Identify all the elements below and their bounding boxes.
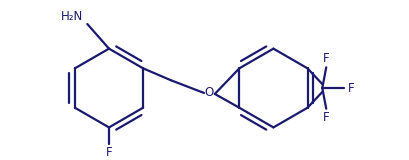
Text: F: F xyxy=(323,111,330,124)
Text: H₂N: H₂N xyxy=(61,10,83,23)
Text: F: F xyxy=(348,82,355,95)
Text: F: F xyxy=(323,52,330,65)
Text: O: O xyxy=(204,86,213,100)
Text: F: F xyxy=(106,146,112,159)
